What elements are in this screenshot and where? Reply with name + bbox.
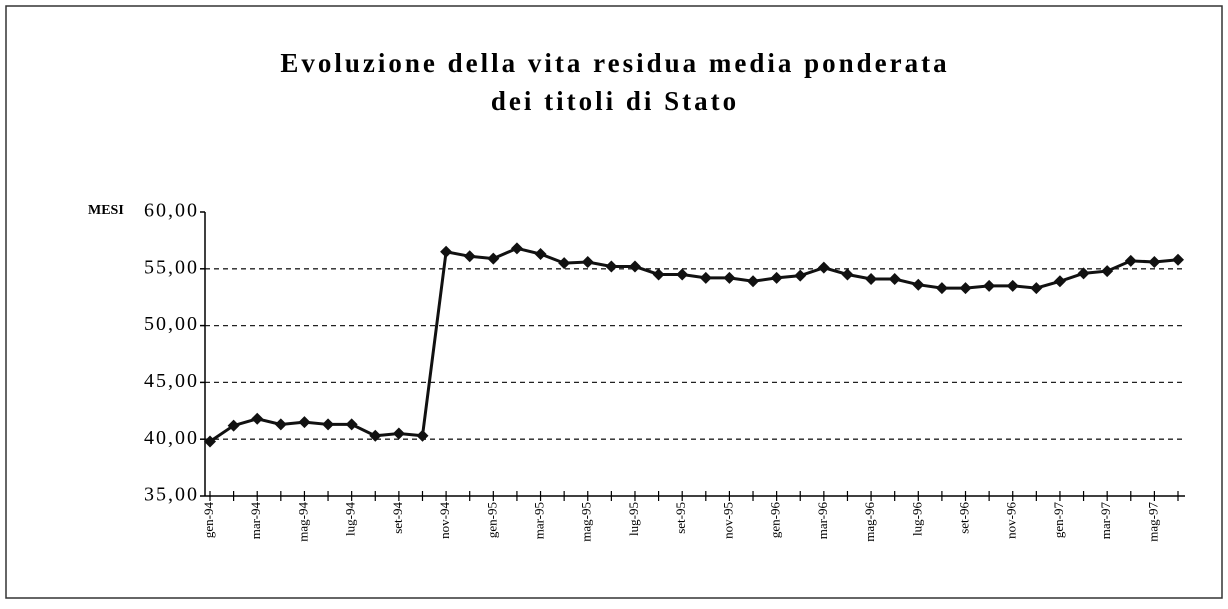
data-point	[959, 282, 972, 295]
y-tick-label: 45,00	[144, 370, 199, 392]
data-point	[345, 418, 358, 431]
data-point	[274, 418, 287, 431]
x-tick-label: mag-95	[579, 502, 594, 542]
data-point	[865, 273, 878, 286]
data-point	[1006, 279, 1019, 292]
x-tick-label: mag-97	[1145, 502, 1160, 542]
x-tick-label: gen-97	[1051, 502, 1066, 539]
data-point	[558, 257, 571, 270]
data-point	[1053, 275, 1066, 288]
x-tick-label: mag-96	[862, 502, 877, 542]
data-point	[841, 268, 854, 281]
data-point	[322, 418, 335, 431]
data-point	[392, 427, 405, 440]
data-point	[440, 245, 453, 258]
x-tick-label: mag-94	[295, 502, 310, 542]
y-tick-label: 35,00	[144, 484, 199, 506]
data-point	[510, 242, 523, 255]
data-point	[416, 429, 429, 442]
x-tick-label: mar-96	[815, 502, 830, 540]
data-point	[699, 271, 712, 284]
data-point	[676, 268, 689, 281]
chart-title: Evoluzione della vita residua media pond…	[280, 48, 949, 78]
data-point	[983, 279, 996, 292]
chart-title: dei titoli di Stato	[491, 86, 739, 116]
data-point	[652, 268, 665, 281]
data-point	[888, 273, 901, 286]
data-line	[209, 246, 1179, 443]
x-tick-label: nov-96	[1004, 502, 1019, 539]
data-point	[817, 261, 830, 274]
data-point	[534, 248, 547, 261]
data-point	[935, 282, 948, 295]
data-point	[251, 412, 264, 425]
data-point	[204, 435, 216, 448]
x-tick-label: set-95	[673, 502, 688, 534]
data-point	[369, 429, 382, 442]
data-point	[227, 419, 240, 432]
x-tick-label: mar-97	[1098, 502, 1113, 540]
x-tick-label: mar-94	[248, 502, 263, 540]
data-point	[1077, 267, 1090, 280]
x-tick-label: nov-95	[720, 502, 735, 539]
data-point	[463, 250, 476, 263]
data-point	[1172, 253, 1184, 266]
y-axis-label: MESI	[88, 203, 124, 218]
chart-frame	[5, 5, 1223, 599]
data-point	[628, 260, 641, 273]
x-tick-label: mar-95	[532, 502, 547, 539]
x-tick-label: gen-94	[201, 502, 216, 539]
x-tick-label: lug-94	[343, 502, 358, 536]
data-point	[912, 278, 925, 291]
x-tick-label: gen-95	[484, 502, 499, 538]
data-point	[487, 252, 500, 265]
data-point	[770, 271, 783, 284]
x-tick-label: set-94	[390, 502, 405, 534]
data-point	[1124, 254, 1137, 267]
y-tick-label: 40,00	[144, 427, 199, 449]
x-tick-label: lug-96	[909, 502, 924, 536]
data-point	[1030, 282, 1043, 295]
data-point	[605, 260, 618, 273]
x-tick-label: set-96	[956, 502, 971, 534]
data-point	[581, 255, 594, 268]
data-point	[747, 275, 760, 288]
y-tick-label: 60,00	[144, 200, 199, 222]
data-point	[1101, 265, 1114, 278]
data-point	[723, 271, 736, 284]
x-tick-label: lug-95	[626, 502, 641, 536]
data-point	[1148, 255, 1161, 268]
y-tick-label: 55,00	[144, 256, 199, 278]
x-tick-label: gen-96	[768, 502, 783, 539]
y-tick-label: 50,00	[144, 313, 199, 335]
data-point	[794, 269, 807, 282]
data-point	[298, 416, 311, 429]
x-tick-label: nov-94	[437, 502, 452, 539]
